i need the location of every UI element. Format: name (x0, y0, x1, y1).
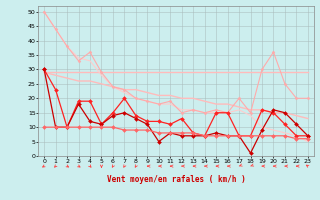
X-axis label: Vent moyen/en rafales ( km/h ): Vent moyen/en rafales ( km/h ) (107, 175, 245, 184)
